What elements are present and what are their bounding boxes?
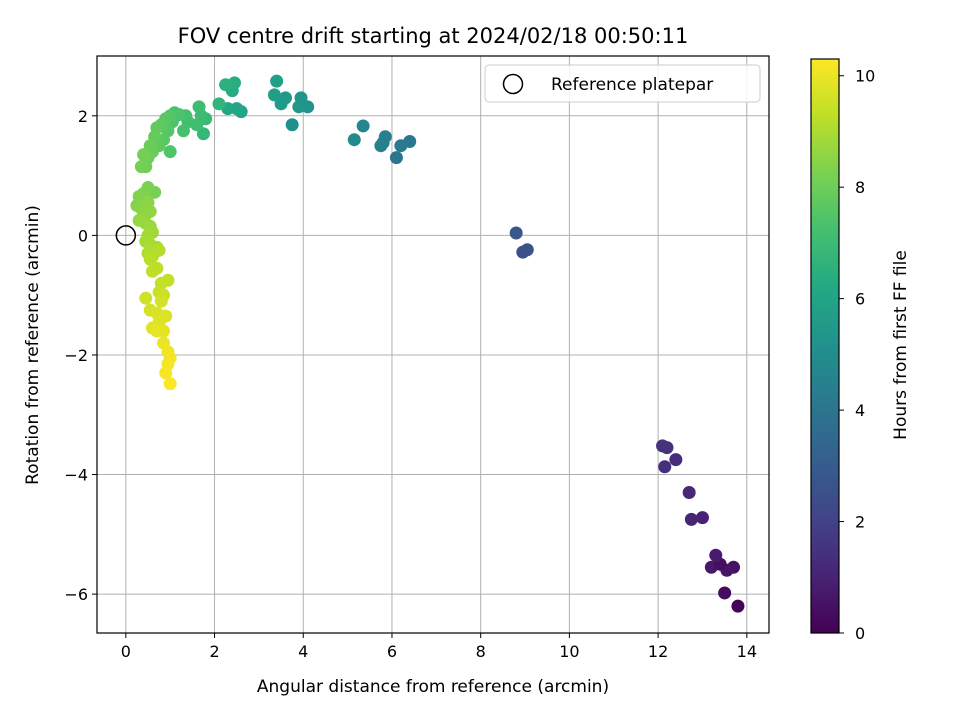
x-tick-label: 2	[209, 642, 219, 661]
grid-lines	[97, 56, 769, 633]
reference-marker-layer	[115, 225, 137, 246]
data-point	[219, 78, 233, 92]
data-point	[274, 97, 288, 111]
data-point	[695, 511, 709, 525]
data-point	[154, 294, 168, 308]
data-point	[176, 124, 190, 138]
y-axis-label: Rotation from reference (arcmin)	[23, 205, 43, 485]
data-point	[374, 139, 388, 153]
data-point	[684, 512, 698, 526]
legend-reference-marker	[502, 73, 524, 95]
colorbar-frame	[810, 58, 840, 634]
data-point	[669, 453, 683, 467]
colorbar-tick-label: 10	[855, 67, 875, 86]
data-point	[163, 377, 177, 391]
data-point	[196, 127, 210, 141]
data-point	[292, 100, 306, 114]
colorbar-tick-label: 4	[855, 401, 865, 420]
y-axis-ticks: −6 −4 −2 0 2	[64, 107, 97, 604]
x-axis-ticks: 0 2 4 6 8 10 12 14	[121, 633, 757, 661]
reference-platepar-marker	[115, 225, 137, 246]
x-tick-label: 6	[387, 642, 397, 661]
data-point	[682, 485, 696, 499]
x-tick-label: 8	[476, 642, 486, 661]
colorbar-tick-label: 6	[855, 290, 865, 309]
y-tick-label: 2	[78, 107, 88, 126]
y-tick-label: −4	[64, 466, 88, 485]
legend-entry-reference-platepar: Reference platepar	[551, 75, 713, 95]
colorbar-gradient	[811, 59, 839, 633]
data-point	[285, 118, 299, 132]
data-point	[192, 100, 206, 114]
data-point	[347, 133, 361, 147]
x-axis-label: Angular distance from reference (arcmin)	[257, 677, 609, 697]
colorbar-tick-label: 2	[855, 513, 865, 532]
colorbar-tick-label: 0	[855, 624, 865, 643]
data-point	[134, 160, 148, 174]
data-point	[520, 243, 534, 257]
data-point	[145, 264, 159, 278]
y-tick-label: −6	[64, 585, 88, 604]
data-point	[212, 97, 226, 111]
colorbar-tick-label: 8	[855, 178, 865, 197]
data-point	[145, 225, 159, 239]
legend-box	[484, 64, 761, 103]
x-tick-label: 0	[121, 642, 131, 661]
data-point	[150, 324, 164, 338]
data-point	[159, 366, 173, 380]
y-tick-label: 0	[78, 226, 88, 245]
data-point	[267, 88, 281, 102]
colorbar: 0 2 4 6 8 10 Hours from first FF file	[810, 58, 911, 643]
colorbar-ticks: 0 2 4 6 8 10	[839, 67, 875, 643]
data-point	[731, 599, 745, 613]
data-point	[509, 226, 523, 240]
data-point	[143, 139, 157, 153]
chart-title: FOV centre drift starting at 2024/02/18 …	[178, 24, 689, 48]
data-point	[143, 252, 157, 266]
data-point	[658, 460, 672, 474]
plot-area	[96, 55, 770, 634]
data-point	[163, 145, 177, 159]
data-point	[137, 148, 151, 162]
legend: Reference platepar	[484, 64, 761, 103]
data-point	[270, 74, 284, 88]
data-point	[356, 119, 370, 133]
data-point	[389, 151, 403, 165]
data-point	[394, 139, 408, 153]
data-point	[718, 586, 732, 600]
data-point	[656, 439, 670, 453]
x-tick-label: 10	[559, 642, 579, 661]
data-point	[139, 291, 153, 305]
x-tick-label: 14	[737, 642, 757, 661]
x-tick-label: 4	[298, 642, 308, 661]
data-points	[130, 74, 745, 613]
colorbar-label: Hours from first FF file	[891, 250, 911, 440]
data-point	[709, 548, 723, 562]
y-tick-label: −2	[64, 346, 88, 365]
plot-background	[97, 56, 769, 633]
data-point	[152, 243, 166, 257]
data-point	[143, 204, 157, 218]
x-tick-label: 12	[648, 642, 668, 661]
plot-frame	[96, 55, 770, 634]
